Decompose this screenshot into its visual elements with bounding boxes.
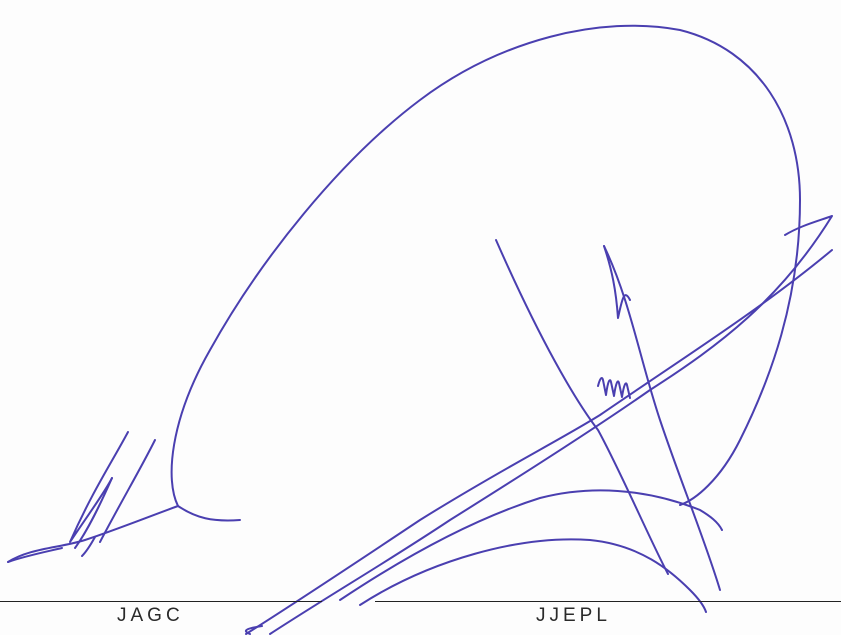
right-signatory-name: JJEPL [536, 605, 611, 626]
right-signature-strokes [244, 215, 833, 635]
right-signature-line [375, 601, 841, 602]
left-signature-line [0, 601, 322, 602]
left-signature-strokes [7, 24, 801, 563]
left-signatory-name: JAGC [117, 605, 184, 626]
